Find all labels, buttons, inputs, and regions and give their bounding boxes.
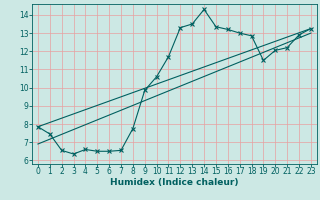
X-axis label: Humidex (Indice chaleur): Humidex (Indice chaleur) [110,178,239,187]
